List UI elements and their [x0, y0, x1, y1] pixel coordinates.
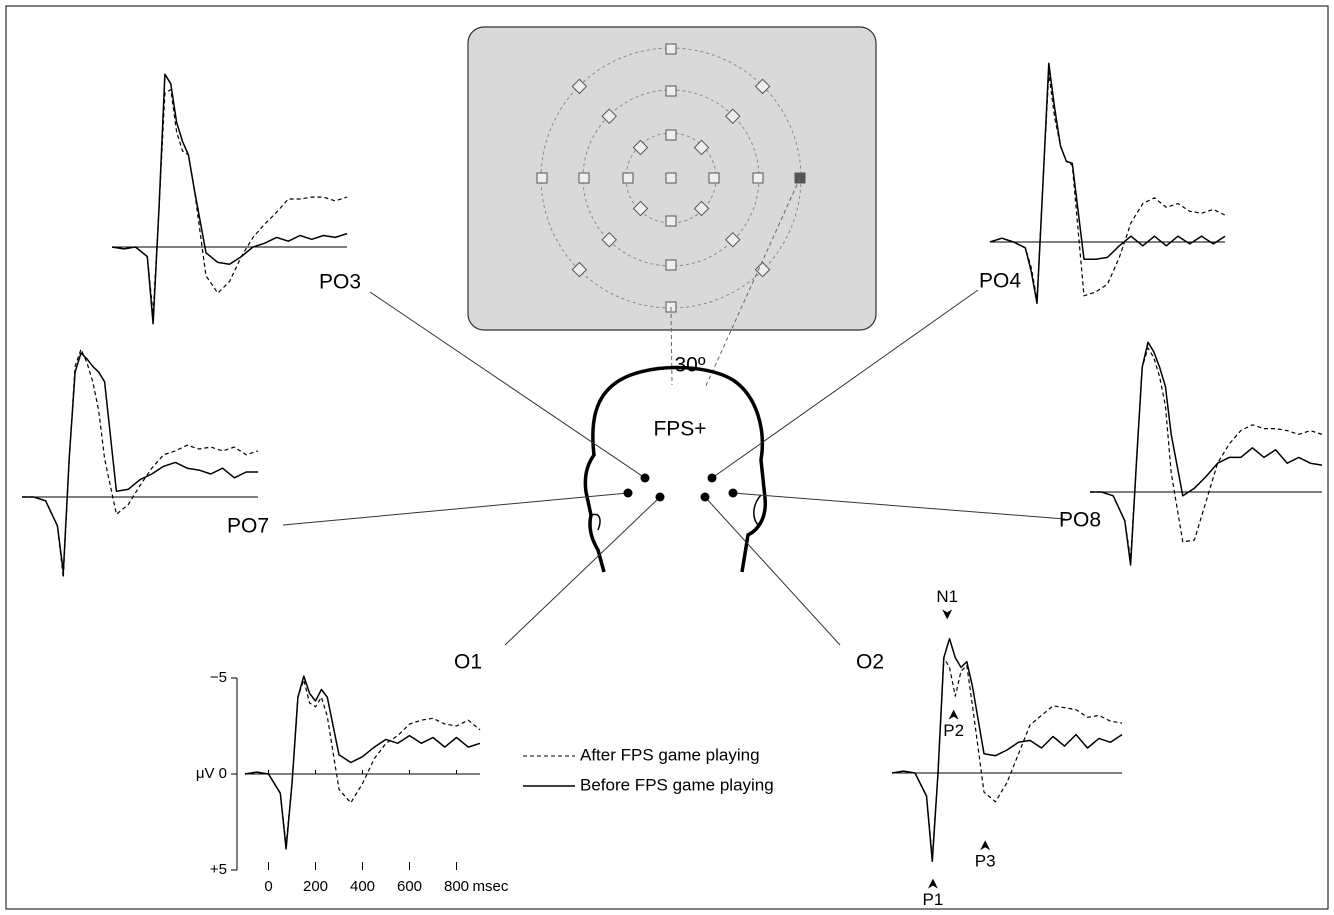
figure: 30º FPS+ After FPS game playing Before F…	[0, 0, 1334, 915]
legend-label: Before FPS game playing	[580, 775, 774, 794]
legend-label: After FPS game playing	[580, 745, 760, 764]
x-tick-label: 200	[303, 878, 328, 895]
chart-title: PO7	[227, 515, 269, 538]
chart-title: PO8	[1059, 509, 1101, 532]
stimulus-square	[666, 130, 676, 140]
x-tick-label: 600	[397, 878, 422, 895]
stimulus-square	[666, 44, 676, 54]
x-tick-label: 400	[350, 878, 375, 895]
chart-title: O1	[454, 651, 482, 674]
y-tick-label: μV 0	[196, 765, 227, 782]
stimulus-square	[666, 173, 676, 183]
angle-label: 30º	[674, 354, 705, 377]
annotation-label: P2	[943, 721, 964, 740]
stimulus-panel	[468, 27, 876, 330]
x-axis-label: msec	[473, 878, 509, 895]
annotation-label: N1	[936, 587, 958, 606]
chart-title: PO4	[979, 270, 1021, 293]
annotation-label: P1	[923, 890, 944, 909]
x-tick-label: 0	[264, 878, 272, 895]
stimulus-square	[753, 173, 763, 183]
stimulus-square	[623, 173, 633, 183]
head-label: FPS+	[653, 418, 706, 441]
stimulus-square	[537, 173, 547, 183]
y-tick-label: +5	[210, 861, 227, 878]
stimulus-square	[666, 216, 676, 226]
stimulus-square	[579, 173, 589, 183]
x-tick-label: 800	[444, 878, 469, 895]
y-tick-label: −5	[210, 669, 227, 686]
stimulus-square	[709, 173, 719, 183]
annotation-label: P3	[975, 852, 996, 871]
chart-title: PO3	[319, 271, 361, 294]
chart-title: O2	[856, 651, 884, 674]
stimulus-square	[666, 260, 676, 270]
stimulus-square	[666, 86, 676, 96]
